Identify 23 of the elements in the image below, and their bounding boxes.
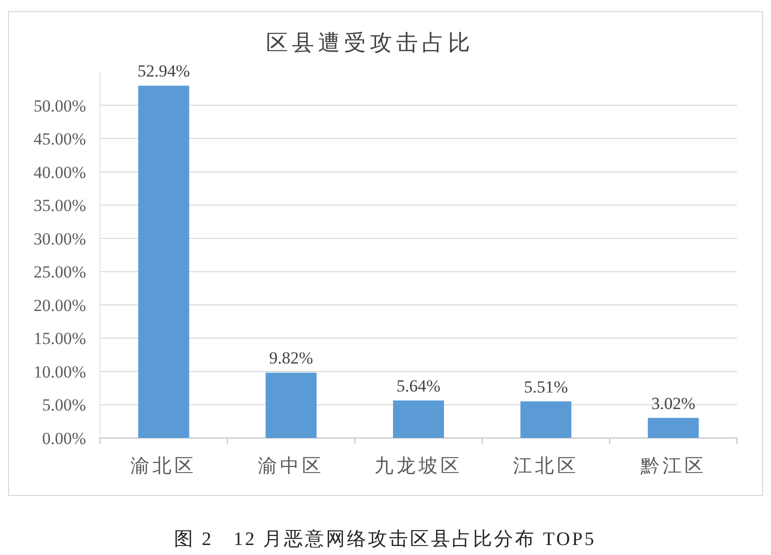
y-tick-label: 45.00% xyxy=(34,130,86,149)
x-tick-label: 九龙坡区 xyxy=(374,456,462,477)
caption: 图 2 12 月恶意网络攻击区县占比分布 TOP5 xyxy=(174,529,596,550)
y-tick-label: 10.00% xyxy=(34,362,86,382)
y-tick-label: 20.00% xyxy=(34,296,86,315)
data-label: 5.51% xyxy=(524,377,568,396)
y-tick-label: 15.00% xyxy=(34,329,86,348)
y-tick-label: 0.00% xyxy=(42,429,86,448)
data-label: 3.02% xyxy=(651,394,696,413)
y-tick-label: 40.00% xyxy=(34,162,86,182)
chart-title: 区县遭受攻击占比 xyxy=(266,30,474,55)
x-tick-label: 江北区 xyxy=(512,456,579,477)
x-tick-label: 黔江区 xyxy=(639,456,706,477)
x-tick-label: 渝北区 xyxy=(130,456,197,477)
data-label: 52.94% xyxy=(137,62,190,81)
y-tick-label: 30.00% xyxy=(34,229,86,248)
y-tick-label: 25.00% xyxy=(34,262,86,282)
x-tick-label: 渝中区 xyxy=(258,456,324,477)
data-label: 9.82% xyxy=(269,348,314,368)
y-tick-label: 50.00% xyxy=(34,96,86,116)
y-tick-label: 5.00% xyxy=(42,396,86,415)
y-tick-label: 35.00% xyxy=(34,196,86,216)
data-label: 5.64% xyxy=(396,376,440,396)
